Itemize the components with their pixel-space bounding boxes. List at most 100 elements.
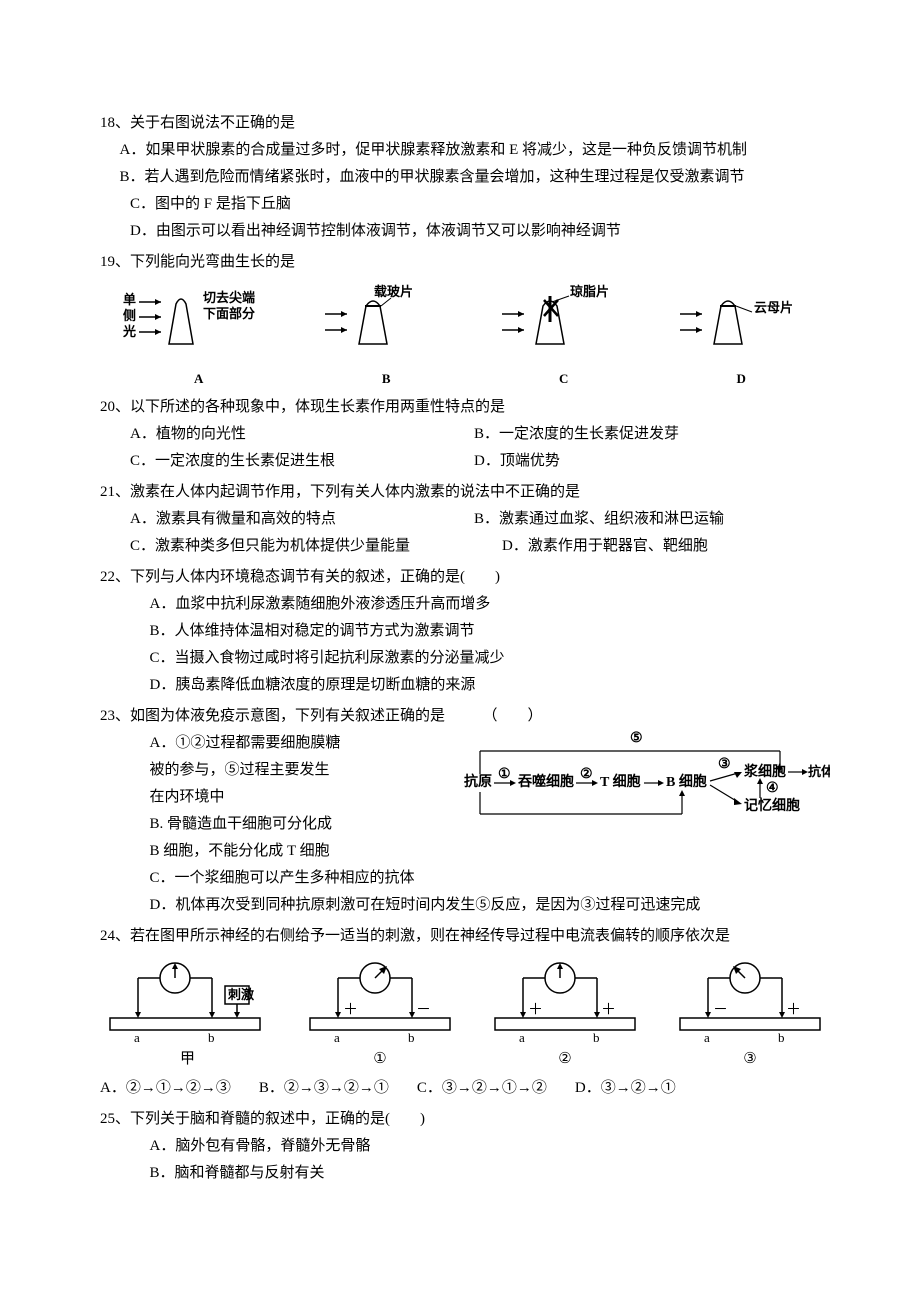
svg-text:②: ② [580,767,593,782]
svg-text:－: － [713,1002,728,1018]
q20-opt-a: A．植物的向光性 [130,421,466,448]
galvanometer-1-icon: ＋ － a b [300,956,460,1044]
q24-opt-a: A．②→①→②→③ [100,1075,231,1102]
svg-text:吞噬细胞: 吞噬细胞 [518,773,574,790]
svg-text:a: a [334,1030,340,1044]
svg-text:＋: ＋ [786,1002,801,1018]
question-24: 24、若在图甲所示神经的右侧给予一适当的刺激，则在神经传导过程中电流表偏转的顺序… [100,923,830,1102]
svg-text:－: － [416,1002,431,1018]
svg-text:记忆细胞: 记忆细胞 [744,797,800,814]
svg-text:抗体: 抗体 [808,764,830,779]
svg-text:＋: ＋ [343,1002,358,1018]
q22-opt-a: A．血浆中抗利尿激素随细胞外液渗透压升高而增多 [100,591,830,618]
svg-text:①: ① [498,767,511,782]
question-23: 23、如图为体液免疫示意图，下列有关叙述正确的是 （ ） ⑤ 抗原 ① 吞噬细胞… [100,703,830,919]
q18-opt-a: A．如果甲状腺素的合成量过多时，促甲状腺素释放激素和 E 将减少，这是一种负反馈… [100,137,830,164]
q22-stem: 22、下列与人体内环境稳态调节有关的叙述，正确的是( ) [100,564,830,591]
q21-options-row1: A．激素具有微量和高效的特点 B．激素通过血浆、组织液和淋巴运输 [100,506,830,533]
q24-opt-b: B．②→③→②→① [259,1075,389,1102]
svg-text:＋: ＋ [601,1002,616,1018]
q21-opt-a: A．激素具有微量和高效的特点 [130,506,466,533]
q25-stem: 25、下列关于脑和脊髓的叙述中，正确的是( ) [100,1106,830,1133]
question-21: 21、激素在人体内起调节作用，下列有关人体内激素的说法中不正确的是 A．激素具有… [100,479,830,560]
svg-text:b: b [408,1030,415,1044]
q24-figure-row: 刺激 a b 甲 [100,956,830,1073]
svg-text:b: b [208,1030,215,1044]
q20-options-row1: A．植物的向光性 B．一定浓度的生长素促进发芽 [100,421,830,448]
coleoptile-b-icon: 载玻片 [319,282,454,367]
q24-stem: 24、若在图甲所示神经的右侧给予一适当的刺激，则在神经传导过程中电流表偏转的顺序… [100,923,830,950]
svg-text:a: a [519,1030,525,1044]
q22-opt-c: C．当摄入食物过咸时将引起抗利尿激素的分泌量减少 [100,645,830,672]
q24-opt-d: D．③→②→① [575,1075,676,1102]
q18-opt-b: B．若人遇到危险而情绪紧张时，血液中的甲状腺素含量会增加，这种生理过程是仅受激素… [100,164,830,191]
svg-text:a: a [704,1030,710,1044]
svg-text:侧: 侧 [123,308,136,323]
question-18: 18、关于右图说法不正确的是 A．如果甲状腺素的合成量过多时，促甲状腺素释放激素… [100,110,830,245]
q19-fig-c: 琼脂片 C [496,282,631,390]
q18-stem: 18、关于右图说法不正确的是 [100,110,830,137]
svg-text:刺激: 刺激 [228,987,255,1002]
q19-fig-b-caption: B [319,367,454,390]
galvanometer-jia-icon: 刺激 a b [100,956,275,1044]
svg-text:光: 光 [122,324,136,339]
q20-opt-c: C．一定浓度的生长素促进生根 [130,448,466,475]
q24-fig-2-label: ② [485,1046,645,1073]
q18-opt-c: C．图中的 F 是指下丘脑 [100,191,830,218]
svg-text:抗原: 抗原 [464,773,492,790]
question-22: 22、下列与人体内环境稳态调节有关的叙述，正确的是( ) A．血浆中抗利尿激素随… [100,564,830,699]
question-25: 25、下列关于脑和脊髓的叙述中，正确的是( ) A．脑外包有骨骼，脊髓外无骨骼 … [100,1106,830,1187]
q24-fig-jia: 刺激 a b 甲 [100,956,275,1073]
q23-opt-b2: B 细胞，不能分化成 T 细胞 [100,838,830,865]
svg-text:b: b [593,1030,600,1044]
q23-opt-c: C．一个浆细胞可以产生多种相应的抗体 [100,865,830,892]
q19-fig-a-caption: A [121,367,276,390]
svg-text:切去尖端: 切去尖端 [203,290,255,305]
q20-opt-b: B．一定浓度的生长素促进发芽 [474,421,810,448]
q24-fig-1-label: ① [300,1046,460,1073]
q22-opt-b: B．人体维持体温相对稳定的调节方式为激素调节 [100,618,830,645]
svg-text:⑤: ⑤ [630,731,643,746]
svg-text:a: a [134,1030,140,1044]
q24-fig-3: － ＋ a b ③ [670,956,830,1073]
q21-opt-b: B．激素通过血浆、组织液和淋巴运输 [474,506,810,533]
svg-text:载玻片: 载玻片 [374,284,413,299]
q19-fig-c-caption: C [496,367,631,390]
q20-stem: 20、以下所述的各种现象中，体现生长素作用两重性特点的是 [100,394,830,421]
q24-fig-jia-label: 甲 [100,1046,275,1073]
q19-stem: 19、下列能向光弯曲生长的是 [100,249,830,276]
q23-opt-d: D．机体再次受到同种抗原刺激可在短时间内发生⑤反应，是因为③过程可迅速完成 [100,892,830,919]
q24-fig-2: ＋ ＋ a b ② [485,956,645,1073]
q20-opt-d: D．顶端优势 [474,448,810,475]
q21-opt-d: D．激素作用于靶器官、靶细胞 [502,533,708,560]
q19-fig-d: 云母片 D [674,282,809,390]
svg-text:＋: ＋ [528,1002,543,1018]
question-19: 19、下列能向光弯曲生长的是 单 侧 光 切去尖端 下面部分 [100,249,830,390]
svg-text:琼脂片: 琼脂片 [570,284,609,299]
q19-figure-row: 单 侧 光 切去尖端 下面部分 A 载玻 [100,282,830,390]
q19-fig-a: 单 侧 光 切去尖端 下面部分 A [121,282,276,390]
q25-opt-a: A．脑外包有骨骼，脊髓外无骨骼 [100,1133,830,1160]
q21-opt-c: C．激素种类多但只能为机体提供少量能量 [130,533,494,560]
galvanometer-3-icon: － ＋ a b [670,956,830,1044]
svg-text:云母片: 云母片 [754,300,793,315]
svg-text:T 细胞: T 细胞 [600,773,641,790]
q20-options-row2: C．一定浓度的生长素促进生根 D．顶端优势 [100,448,830,475]
q24-fig-1: ＋ － a b ① [300,956,460,1073]
q24-opt-c: C．③→②→①→② [417,1075,547,1102]
immune-flow-icon: ⑤ 抗原 ① 吞噬细胞 ② T 细胞 B 细胞 [460,728,830,828]
q18-opt-d: D．由图示可以看出神经调节控制体液调节，体液调节又可以影响神经调节 [100,218,830,245]
q22-opt-d: D．胰岛素降低血糖浓度的原理是切断血糖的来源 [100,672,830,699]
q24-fig-3-label: ③ [670,1046,830,1073]
q25-opt-b: B．脑和脊髓都与反射有关 [100,1160,830,1187]
coleoptile-d-icon: 云母片 [674,282,809,367]
q23-flow-diagram: ⑤ 抗原 ① 吞噬细胞 ② T 细胞 B 细胞 [460,728,830,828]
q23-stem: 23、如图为体液免疫示意图，下列有关叙述正确的是 （ ） [100,703,830,730]
galvanometer-2-icon: ＋ ＋ a b [485,956,645,1044]
svg-text:④: ④ [766,781,779,796]
coleoptile-a-icon: 单 侧 光 切去尖端 下面部分 [121,282,276,367]
q21-stem: 21、激素在人体内起调节作用，下列有关人体内激素的说法中不正确的是 [100,479,830,506]
svg-text:浆细胞: 浆细胞 [744,763,786,780]
svg-text:b: b [778,1030,785,1044]
q19-fig-b: 载玻片 B [319,282,454,390]
